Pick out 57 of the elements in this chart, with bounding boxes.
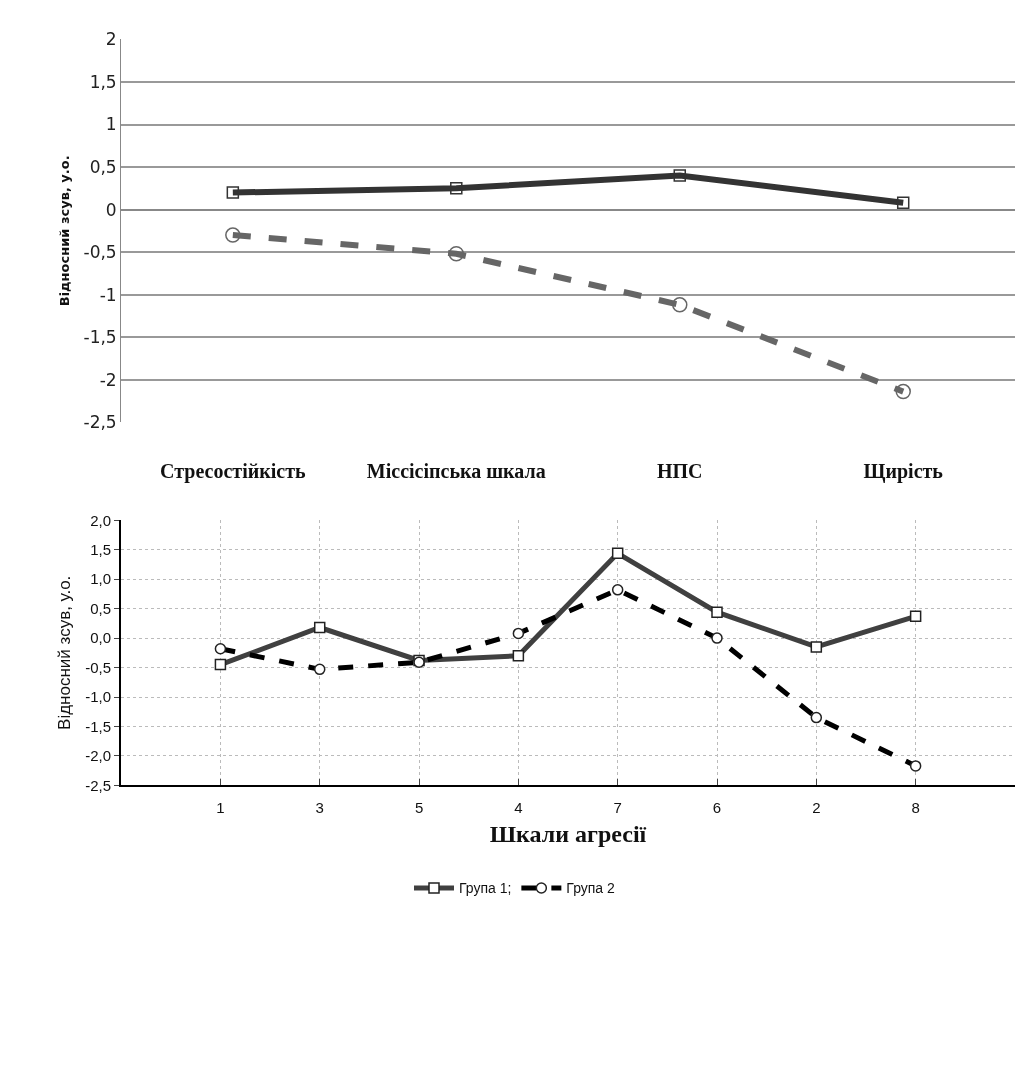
y-tick-label: 1,0 [90, 570, 112, 588]
point [909, 760, 922, 772]
legend-label: Група 1; [459, 880, 512, 897]
y-axis-title: Відносний зсув, у.о. [57, 155, 73, 307]
point [450, 182, 463, 195]
x-tick-label: Міссісіпська шкала [366, 460, 546, 483]
x-tick-label: 7 [613, 799, 622, 817]
point [226, 186, 240, 199]
point [673, 169, 687, 182]
x-tick-label: 6 [712, 799, 722, 817]
y-tick-label: 1,5 [89, 71, 117, 92]
point [225, 227, 241, 243]
y-tick-label: -1,0 [85, 688, 112, 706]
point [711, 632, 723, 644]
point [909, 610, 922, 623]
legend-label: Група 2 [566, 880, 616, 897]
point [448, 246, 465, 262]
point [512, 627, 525, 640]
x-tick-label: 2 [812, 799, 821, 817]
y-tick-label: 0,5 [90, 599, 112, 617]
x-tick-label: Щирість [863, 460, 944, 484]
x-tick-label: 5 [414, 799, 424, 817]
x-axis-title: Шкали агресії [489, 821, 647, 848]
y-tick-label: 2 [105, 29, 117, 50]
y-tick-label: -1,5 [83, 327, 117, 348]
x-tick-label: 4 [514, 799, 523, 817]
y-tick-label: -2,5 [83, 412, 117, 433]
point [512, 650, 525, 662]
y-tick-label: -0,5 [83, 242, 117, 263]
y-tick-label: -1 [99, 284, 117, 305]
y-tick-label: 0 [105, 199, 117, 220]
point [214, 658, 227, 671]
y-tick-label: 0,0 [90, 629, 112, 647]
x-tick-label: Стресостійкість [160, 460, 306, 484]
y-tick-label: 1,5 [90, 541, 112, 559]
point [711, 606, 723, 618]
point [313, 621, 326, 634]
x-tick-label: НПС [656, 460, 703, 483]
y-tick-label: 1 [105, 114, 117, 135]
point [896, 196, 910, 209]
point [313, 663, 326, 676]
x-tick-label: 3 [315, 799, 324, 817]
y-tick-label: -2,5 [85, 776, 112, 794]
y-tick-label: -2 [99, 369, 117, 390]
y-tick-label: 0,5 [89, 156, 117, 177]
y-axis-title: Відносний зсув, у.о. [55, 575, 75, 730]
y-tick-label: -1,5 [85, 717, 112, 735]
y-tick-label: -2,0 [85, 747, 112, 765]
y-tick-label: -0,5 [85, 658, 112, 676]
x-tick-label: 1 [216, 799, 225, 817]
point [611, 547, 624, 560]
point [672, 297, 688, 313]
point [214, 642, 227, 655]
x-tick-label: 8 [911, 799, 920, 817]
y-tick-label: 2,0 [90, 511, 112, 529]
point [810, 641, 823, 653]
point [895, 383, 911, 400]
